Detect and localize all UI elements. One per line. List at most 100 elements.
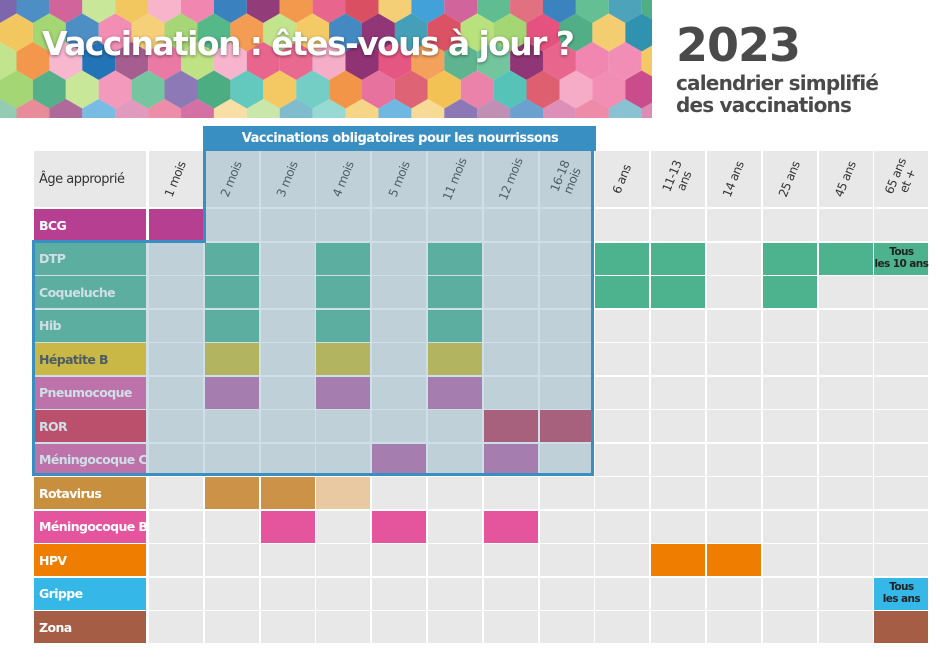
banner-hexagon (197, 70, 231, 109)
subtitle-line-1: calendrier simplifié (676, 71, 879, 95)
banner-hexagon (411, 99, 445, 118)
table-cell (762, 544, 817, 576)
dose-cell (204, 242, 259, 275)
table-cell (707, 410, 761, 442)
banner-hexagon (312, 0, 346, 23)
table-cell (204, 443, 259, 476)
banner-hexagon (312, 99, 346, 118)
page-title: Vaccination : êtes-vous à jour ? (42, 24, 575, 63)
column-header-label: 14 ans (720, 158, 748, 199)
dose-cell (260, 477, 315, 509)
banner-hexagon (16, 0, 50, 23)
table-cell (707, 376, 761, 409)
column-header: 1 mois (149, 151, 203, 207)
table-cell (707, 276, 761, 308)
banner-hexagon (82, 0, 116, 23)
table-cell (372, 242, 427, 275)
banner-hexagon (0, 0, 17, 23)
dose-cell (204, 376, 259, 409)
banner-hexagon (543, 0, 576, 23)
banner-hexagon (0, 42, 17, 80)
banner-hexagon (460, 70, 494, 109)
banner-hexagon (477, 42, 511, 80)
table-cell (149, 376, 203, 409)
table-cell (428, 611, 482, 643)
column-header: 11 mois (428, 151, 482, 207)
table-cell (316, 510, 371, 543)
banner-hexagon (608, 0, 642, 23)
banner-hexagon (230, 13, 264, 52)
banner-hexagon (477, 99, 511, 118)
table-cell (539, 343, 594, 375)
table-cell (539, 510, 594, 543)
mandatory-border-segment (32, 239, 206, 243)
table-cell (595, 611, 650, 643)
banner-hexagon (213, 42, 247, 80)
mandatory-section-title: Vaccinations obligatoires pour les nourr… (204, 126, 596, 151)
table-cell (707, 343, 761, 375)
dose-cell (316, 376, 371, 409)
banner-hexagon (131, 70, 165, 109)
dose-cell (595, 242, 650, 275)
table-cell (428, 510, 482, 543)
banner-hexagon (98, 13, 132, 52)
banner-hexagon (181, 0, 214, 23)
row-label: Zona (34, 611, 146, 643)
table-cell (372, 477, 427, 509)
banner-hexagon (49, 0, 83, 23)
table-cell (372, 343, 427, 375)
table-cell (818, 343, 873, 375)
table-cell (483, 577, 538, 610)
table-cell (651, 309, 706, 342)
table-cell (539, 443, 594, 476)
table-cell (707, 309, 761, 342)
table-cell (651, 443, 706, 476)
table-cell (595, 544, 650, 576)
dose-cell (818, 242, 873, 275)
table-cell (149, 544, 203, 576)
table-cell (483, 611, 538, 643)
banner-hexagon (148, 42, 181, 80)
banner-hexagon (0, 99, 17, 118)
dose-cell (428, 343, 482, 375)
banner-hexagon (362, 70, 395, 109)
table-cell (372, 309, 427, 342)
banner-hexagon (460, 13, 494, 52)
table-cell (483, 544, 538, 576)
banner-hexagon (543, 99, 576, 118)
table-cell (874, 276, 929, 308)
table-cell (204, 510, 259, 543)
table-cell (483, 343, 538, 375)
banner-hexagon (427, 13, 461, 52)
table-cell (818, 510, 873, 543)
banner-hexagon (411, 0, 445, 23)
banner-hexagon (65, 13, 99, 52)
table-cell (874, 376, 929, 409)
table-cell (428, 209, 482, 241)
row-label: HPV (34, 544, 146, 576)
banner-hexagon (559, 70, 593, 109)
table-cell (651, 510, 706, 543)
table-cell (372, 544, 427, 576)
table-cell (874, 510, 929, 543)
dose-cell (428, 309, 482, 342)
table-cell (818, 544, 873, 576)
banner-hexagon (115, 99, 149, 118)
column-header: 6 ans (595, 151, 650, 207)
column-header-label: 11-13 ans (659, 158, 694, 195)
table-cell (149, 477, 203, 509)
banner-hexagon (345, 0, 379, 23)
hexagon-banner (0, 0, 652, 118)
table-cell (651, 209, 706, 241)
table-cell (818, 443, 873, 476)
table-cell (874, 544, 929, 576)
table-cell (595, 577, 650, 610)
table-cell (874, 477, 929, 509)
banner-hexagon (279, 99, 313, 118)
table-cell (818, 209, 873, 241)
table-cell (204, 209, 259, 241)
dose-cell (707, 544, 761, 576)
banner-hexagon (559, 13, 593, 52)
table-cell (818, 611, 873, 643)
table-cell (651, 343, 706, 375)
